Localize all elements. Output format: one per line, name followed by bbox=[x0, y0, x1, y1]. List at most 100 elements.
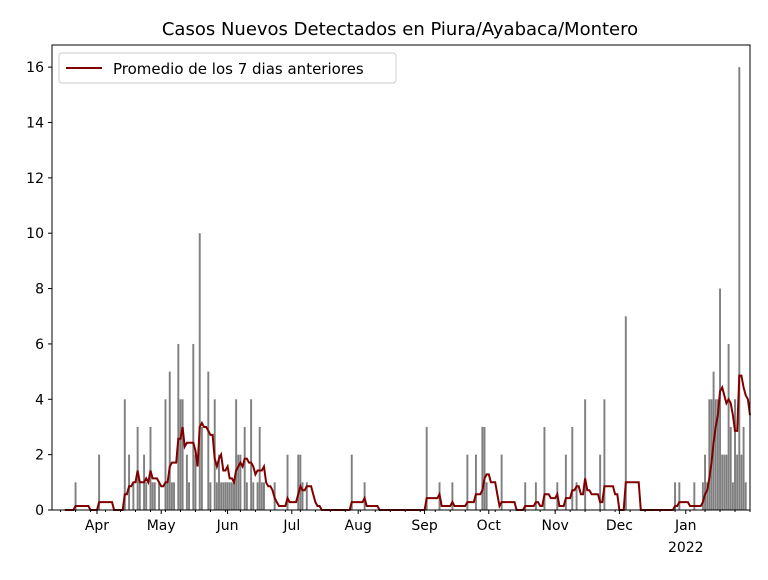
bar bbox=[599, 454, 602, 510]
bar bbox=[158, 482, 161, 510]
bar bbox=[263, 482, 265, 510]
bar bbox=[194, 454, 197, 510]
bar bbox=[571, 426, 574, 510]
bar bbox=[168, 371, 171, 510]
bar bbox=[128, 454, 131, 510]
bar bbox=[466, 454, 469, 510]
bar bbox=[207, 371, 210, 510]
bar bbox=[250, 399, 253, 510]
y-tick-label: 10 bbox=[26, 226, 44, 242]
bar bbox=[228, 482, 231, 510]
bar bbox=[198, 233, 201, 510]
bar bbox=[721, 454, 724, 510]
bar bbox=[693, 482, 696, 510]
y-tick-label: 12 bbox=[26, 171, 44, 187]
bar bbox=[706, 482, 709, 510]
bar bbox=[451, 482, 454, 510]
bar bbox=[425, 426, 428, 510]
bar bbox=[734, 399, 736, 510]
legend-box bbox=[58, 52, 397, 84]
bar bbox=[149, 426, 152, 510]
bar bbox=[744, 482, 747, 510]
bar bbox=[181, 399, 184, 510]
bar bbox=[164, 399, 167, 510]
bar bbox=[483, 426, 486, 510]
bar bbox=[224, 482, 227, 510]
bar bbox=[701, 482, 704, 510]
bar bbox=[534, 482, 537, 510]
x-tick-label: Apr bbox=[85, 518, 109, 534]
y-tick-label: 16 bbox=[26, 60, 44, 76]
x-axis: Apr May Jun Jul Aug Sep Oct Nov Dec Jan 2022 bbox=[60, 510, 751, 556]
x-tick-label: Dec bbox=[606, 518, 633, 534]
bar bbox=[708, 399, 711, 510]
bar bbox=[220, 482, 223, 510]
bar bbox=[725, 454, 728, 510]
bar bbox=[485, 482, 488, 510]
y-tick-label: 14 bbox=[26, 116, 44, 132]
bar bbox=[723, 454, 726, 510]
bar bbox=[230, 482, 233, 510]
bar bbox=[252, 482, 255, 510]
bar bbox=[575, 482, 578, 510]
bar bbox=[301, 482, 304, 510]
bar bbox=[727, 343, 730, 510]
plot-frame bbox=[51, 44, 751, 511]
bar bbox=[245, 482, 248, 510]
bar bbox=[674, 482, 677, 510]
legend-label: Promedio de los 7 dias anteriores bbox=[113, 60, 364, 78]
bar bbox=[305, 482, 308, 510]
bar bbox=[584, 399, 587, 510]
bar bbox=[729, 426, 732, 510]
bar bbox=[500, 454, 503, 510]
x-tick-label: Jan bbox=[674, 518, 697, 534]
bar bbox=[188, 482, 190, 510]
bar bbox=[138, 482, 141, 510]
bar bbox=[222, 482, 225, 510]
bar bbox=[678, 482, 681, 510]
y-tick-label: 8 bbox=[35, 282, 44, 298]
bar bbox=[74, 482, 77, 510]
x-tick-label: Aug bbox=[345, 518, 372, 534]
bar bbox=[243, 426, 246, 510]
bar bbox=[226, 482, 229, 510]
bar bbox=[132, 482, 135, 510]
bar bbox=[209, 482, 212, 510]
x-tick-label: Jul bbox=[282, 518, 300, 534]
bar bbox=[299, 454, 302, 510]
bar bbox=[185, 454, 188, 510]
bar bbox=[218, 454, 220, 510]
bar bbox=[714, 399, 717, 510]
bar bbox=[145, 482, 148, 510]
bar bbox=[481, 426, 484, 510]
bar-series bbox=[74, 67, 747, 511]
x-tick-label: Oct bbox=[477, 518, 502, 534]
bar bbox=[166, 482, 169, 510]
x-tick-label: Jun bbox=[216, 518, 239, 534]
bar bbox=[742, 426, 745, 510]
bar bbox=[297, 454, 300, 510]
bar bbox=[740, 454, 743, 510]
bar bbox=[258, 426, 261, 510]
bar bbox=[738, 67, 741, 511]
x-tick-label: May bbox=[147, 518, 176, 534]
y-tick-label: 0 bbox=[35, 503, 44, 519]
bar bbox=[624, 316, 627, 510]
bar bbox=[136, 426, 139, 510]
bar bbox=[170, 482, 173, 510]
bar bbox=[239, 454, 242, 510]
chart-title: Casos Nuevos Detectados en Piura/Ayabaca… bbox=[162, 19, 638, 40]
bar bbox=[123, 399, 126, 510]
bar bbox=[716, 399, 719, 510]
bar bbox=[173, 482, 176, 510]
bar bbox=[179, 399, 182, 510]
bar bbox=[704, 454, 707, 510]
y-tick-label: 2 bbox=[35, 448, 44, 464]
x-tick-label: Nov bbox=[541, 518, 568, 534]
bar bbox=[153, 482, 156, 510]
y-tick-label: 4 bbox=[35, 392, 44, 408]
bar bbox=[736, 454, 739, 510]
bar bbox=[192, 343, 195, 510]
